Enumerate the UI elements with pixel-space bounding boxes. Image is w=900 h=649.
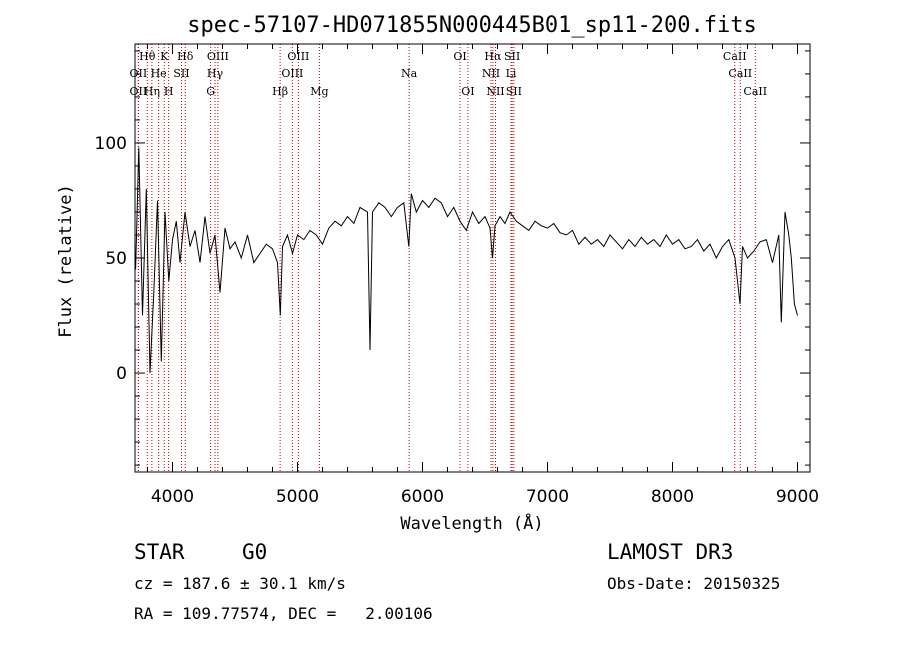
line-marker-label: Hθ [139,50,156,63]
y-tick-label: 50 [105,249,127,269]
x-tick-label: 6000 [401,487,444,507]
line-marker-label: H [164,85,174,98]
line-marker-label: OII [130,85,148,98]
object-subclass: G0 [242,540,268,564]
line-marker-label: He [151,67,167,80]
y-tick-label: 100 [95,134,127,154]
survey-name: LAMOST DR3 [607,540,734,564]
line-marker-label: CaII [723,50,747,63]
line-marker-label: OI [461,85,474,98]
x-tick-label: 4000 [151,487,194,507]
x-tick-label: 7000 [526,487,569,507]
line-marker-label: K [160,50,169,63]
object-class: STAR [134,540,185,564]
line-marker-label: Na [401,67,418,80]
line-marker-label: OI [453,50,466,63]
axis-ticks [135,44,810,472]
line-marker-label: OIII [207,50,229,63]
line-marker-label: Hα [484,50,502,63]
y-tick-label: 0 [116,364,127,384]
redshift-value: cz = 187.6 ± 30.1 km/s [134,574,346,593]
line-marker-label: NII [486,85,504,98]
line-marker-label: CaII [728,67,752,80]
plot-frame [134,43,811,473]
coordinates: RA = 109.77574, DEC = 2.00106 [134,604,433,623]
axis-tick-labels: 4000 5000 6000 7000 8000 9000 0 50 100 [95,134,820,507]
y-axis-label: Flux (relative) [56,184,76,338]
line-marker-label: Hδ [177,50,194,63]
line-marker-label: OIII [287,50,309,63]
spectrum-line [135,147,798,374]
x-tick-label: 8000 [651,487,694,507]
x-tick-label: 9000 [776,487,819,507]
line-marker-label: SII [173,67,189,80]
line-marker-label: SII [506,85,522,98]
line-marker-label: NII [482,67,500,80]
line-marker-label: Hη [144,85,160,98]
line-marker-label: G [206,85,215,98]
line-marker-label: SII [504,50,520,63]
observation-date: Obs-Date: 20150325 [607,574,781,593]
line-marker-label: Hβ [272,85,288,98]
chart-title: spec-57107-HD071855N000445B01_sp11-200.f… [187,13,757,38]
x-axis-label: Wavelength (Å) [400,512,543,534]
x-tick-label: 5000 [276,487,319,507]
line-marker-lines [137,44,756,472]
line-marker-label: Li [506,67,517,80]
line-marker-label: CaII [743,85,767,98]
line-marker-label: Hγ [207,67,224,80]
line-marker-label: OIII [281,67,303,80]
line-marker-label: Mg [310,85,328,98]
